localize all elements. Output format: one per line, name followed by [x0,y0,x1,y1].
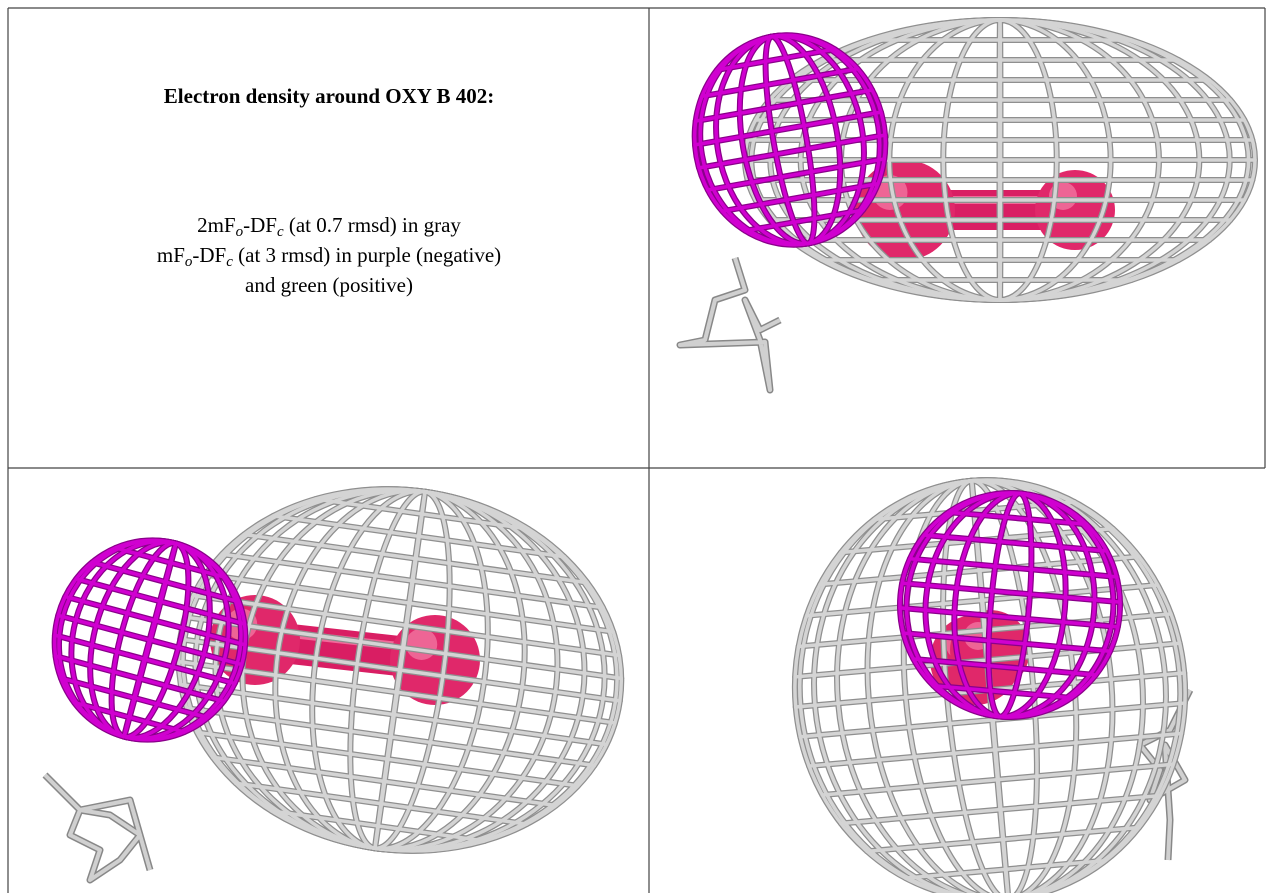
text: 2mF [197,213,236,237]
panel-bottom-left [42,486,625,884]
caption-title: Electron density around OXY B 402: [163,84,495,108]
mesh-parallel [898,606,1120,629]
mesh-parallel [693,110,883,147]
legend-line: and green (positive) [245,273,413,297]
mesh-parallel [697,133,887,170]
mesh-parallel [931,684,1074,700]
text-cell: Electron density around OXY B 402: 2mFo-… [10,10,648,466]
panel-bottom-right [791,477,1194,893]
mesh-parallel [720,181,880,213]
mesh-parallel [946,510,1089,526]
stick-model-light [678,257,781,392]
mesh-parallel [706,157,887,192]
mesh [896,490,1124,720]
mesh-parallel [693,88,874,123]
mesh-parallel [908,557,1119,579]
mesh-parallel [743,208,865,233]
mesh [691,32,889,248]
mesh-parallel [922,533,1109,553]
mesh-parallel [715,47,837,72]
legend-line: 2mFo-DFc (at 0.7 rmsd) in gray [10,210,648,240]
stick-model-light [43,773,152,882]
mesh-parallel [700,67,860,99]
subscript: o [235,224,244,240]
mesh-meridian [122,541,178,739]
mesh-meridian [763,34,817,246]
mesh-parallel [901,631,1112,653]
subscript: o [184,254,193,270]
subscript: c [276,224,284,240]
atom-highlight [405,628,438,660]
text: -DF [192,243,227,267]
caption-legend: 2mFo-DFc (at 0.7 rmsd) in gray mFo-DFc (… [10,210,648,300]
mesh-parallel [900,581,1122,604]
density-panels [42,17,1258,893]
mesh [175,486,625,854]
table-borders [7,7,1266,893]
mesh-meridian [997,18,1003,302]
legend-line: mFo-DFc (at 3 rmsd) in purple (negative) [10,240,648,270]
text: -DF [243,213,277,237]
mesh-meridian [373,490,427,850]
text: (at 0.7 rmsd) in gray [283,213,461,237]
panel-top-right [676,17,1258,394]
text: (at 3 rmsd) in purple (negative) [232,243,502,267]
text: mF [156,243,185,267]
mesh-meridian [986,491,1034,719]
subscript: c [226,254,233,270]
mesh [791,477,1189,893]
mesh [742,17,1258,303]
mesh-parallel [911,657,1098,677]
mesh [51,537,249,743]
